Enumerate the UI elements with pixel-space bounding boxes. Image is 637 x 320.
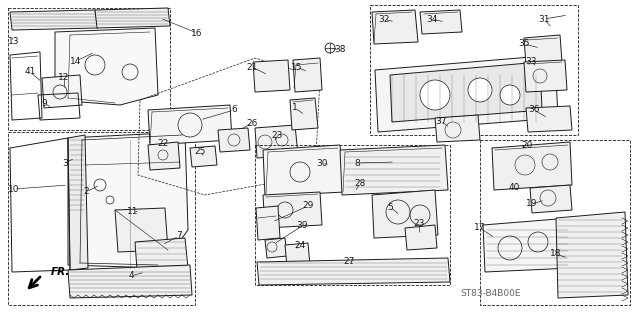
Polygon shape xyxy=(372,10,418,44)
Text: 25: 25 xyxy=(194,148,206,156)
Text: 33: 33 xyxy=(526,58,537,67)
Polygon shape xyxy=(263,192,322,228)
Text: 30: 30 xyxy=(316,158,328,167)
Polygon shape xyxy=(253,60,290,92)
Polygon shape xyxy=(255,125,298,158)
Text: 32: 32 xyxy=(378,14,390,23)
Text: 24: 24 xyxy=(294,242,306,251)
Text: 38: 38 xyxy=(334,45,346,54)
Text: 34: 34 xyxy=(426,14,438,23)
Polygon shape xyxy=(68,135,88,270)
Polygon shape xyxy=(265,238,287,258)
Polygon shape xyxy=(526,106,572,132)
Polygon shape xyxy=(148,142,180,170)
Text: 10: 10 xyxy=(8,185,20,194)
Polygon shape xyxy=(115,208,168,252)
Text: 36: 36 xyxy=(528,106,540,115)
Polygon shape xyxy=(375,55,558,132)
Polygon shape xyxy=(524,60,567,92)
Polygon shape xyxy=(293,58,322,92)
Text: 20: 20 xyxy=(521,140,533,149)
Polygon shape xyxy=(55,28,158,105)
Polygon shape xyxy=(556,212,628,298)
Text: 31: 31 xyxy=(538,14,550,23)
Text: 13: 13 xyxy=(8,37,20,46)
Text: 2: 2 xyxy=(83,188,89,196)
Text: 14: 14 xyxy=(70,57,82,66)
Text: 16: 16 xyxy=(191,28,203,37)
Text: 3: 3 xyxy=(62,158,68,167)
Circle shape xyxy=(500,85,520,105)
Text: 41: 41 xyxy=(24,68,36,76)
Text: 4: 4 xyxy=(128,271,134,281)
Text: 40: 40 xyxy=(508,183,520,193)
Polygon shape xyxy=(340,145,448,195)
Polygon shape xyxy=(42,75,82,108)
Text: 39: 39 xyxy=(296,221,308,230)
Polygon shape xyxy=(285,243,310,267)
Circle shape xyxy=(420,80,450,110)
Polygon shape xyxy=(290,98,318,130)
Text: 26: 26 xyxy=(247,118,258,127)
Text: 15: 15 xyxy=(291,62,303,71)
Polygon shape xyxy=(524,35,562,65)
Text: 9: 9 xyxy=(41,99,47,108)
Polygon shape xyxy=(68,265,192,298)
Bar xyxy=(8,8,170,130)
Polygon shape xyxy=(263,145,345,196)
Text: 7: 7 xyxy=(176,231,182,241)
Text: 1: 1 xyxy=(292,103,298,113)
Text: 23: 23 xyxy=(271,131,283,140)
Text: 12: 12 xyxy=(59,73,69,82)
Polygon shape xyxy=(218,128,250,152)
Polygon shape xyxy=(390,62,542,122)
Text: 19: 19 xyxy=(526,199,538,209)
Text: 28: 28 xyxy=(354,179,366,188)
Text: 8: 8 xyxy=(354,158,360,167)
Bar xyxy=(480,140,630,305)
Polygon shape xyxy=(405,225,437,250)
Bar xyxy=(8,132,195,305)
Text: 23: 23 xyxy=(413,220,425,228)
Polygon shape xyxy=(257,258,450,285)
Polygon shape xyxy=(95,8,170,28)
Text: 29: 29 xyxy=(303,202,313,211)
Bar xyxy=(370,5,578,135)
Polygon shape xyxy=(256,206,280,240)
Polygon shape xyxy=(190,146,217,167)
Polygon shape xyxy=(372,190,438,238)
Text: 5: 5 xyxy=(387,203,393,212)
Text: 6: 6 xyxy=(231,106,237,115)
Polygon shape xyxy=(10,10,98,30)
Polygon shape xyxy=(483,218,572,272)
Polygon shape xyxy=(435,115,480,142)
Text: 11: 11 xyxy=(127,206,139,215)
Polygon shape xyxy=(420,10,462,34)
Text: ST83-B4B00E: ST83-B4B00E xyxy=(460,289,520,298)
Polygon shape xyxy=(492,142,572,190)
Polygon shape xyxy=(530,185,572,213)
Text: 22: 22 xyxy=(157,139,169,148)
Text: FR.: FR. xyxy=(51,267,70,277)
Polygon shape xyxy=(68,132,188,268)
Text: 35: 35 xyxy=(519,39,530,49)
Text: 37: 37 xyxy=(435,116,447,125)
Bar xyxy=(255,145,450,285)
Polygon shape xyxy=(135,238,188,270)
Text: 18: 18 xyxy=(550,250,562,259)
Circle shape xyxy=(468,78,492,102)
Text: 17: 17 xyxy=(475,223,486,233)
Text: 21: 21 xyxy=(247,62,258,71)
Polygon shape xyxy=(148,105,232,145)
Text: 27: 27 xyxy=(343,258,355,267)
